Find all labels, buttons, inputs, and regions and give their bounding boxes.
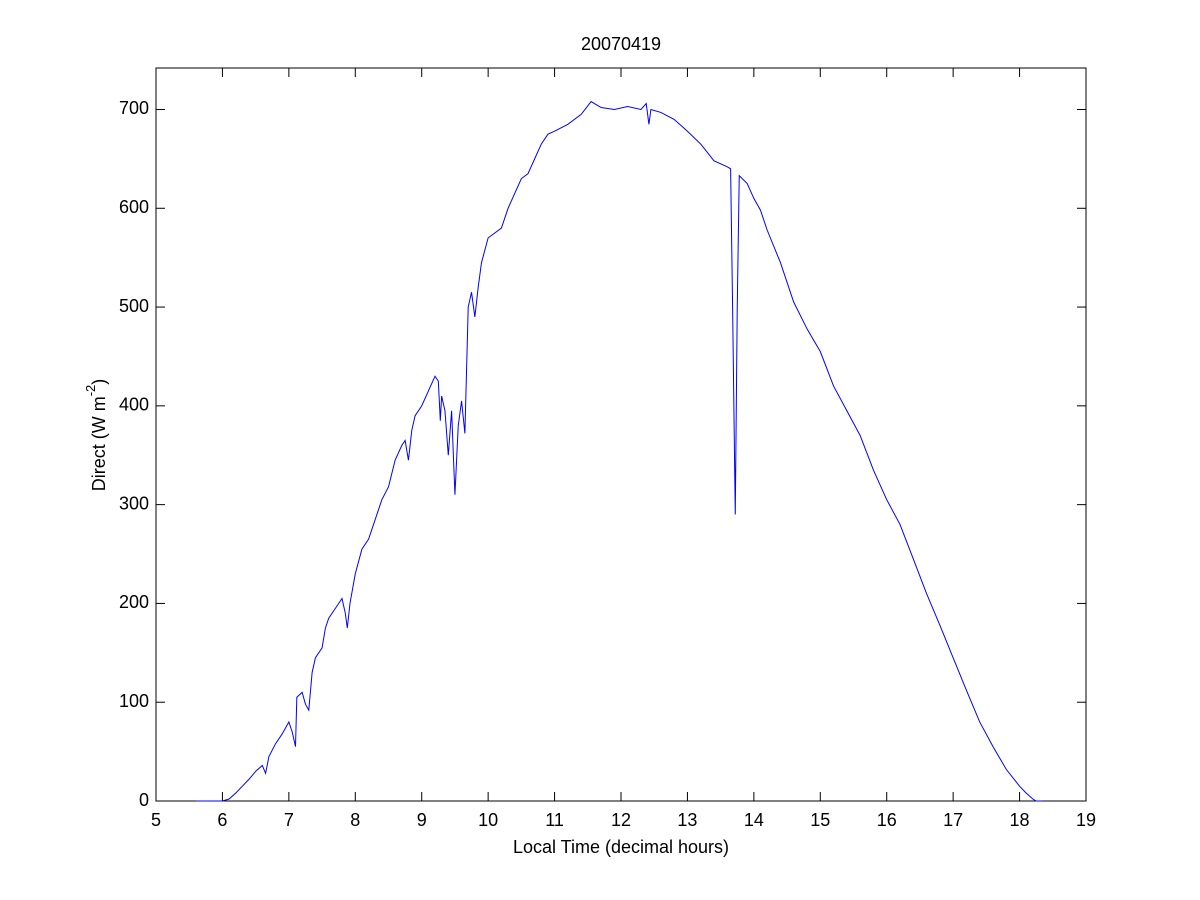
- x-tick-label: 15: [810, 810, 830, 830]
- y-axis-label: Direct (W m-2): [83, 379, 108, 492]
- x-tick-label: 10: [478, 810, 498, 830]
- x-tick-label: 19: [1076, 810, 1096, 830]
- x-tick-label: 7: [284, 810, 294, 830]
- x-tick-label: 5: [151, 810, 161, 830]
- y-tick-label: 0: [139, 790, 149, 810]
- x-axis-label: Local Time (decimal hours): [513, 837, 729, 857]
- y-tick-label: 300: [119, 493, 149, 513]
- y-tick-label: 200: [119, 592, 149, 612]
- y-tick-label: 600: [119, 197, 149, 217]
- x-tick-label: 14: [744, 810, 764, 830]
- y-tick-label: 100: [119, 691, 149, 711]
- x-tick-label: 18: [1010, 810, 1030, 830]
- x-tick-label: 16: [877, 810, 897, 830]
- x-tick-label: 13: [677, 810, 697, 830]
- data-line: [195, 100, 1043, 802]
- x-tick-label: 12: [611, 810, 631, 830]
- x-tick-label: 8: [350, 810, 360, 830]
- x-tick-label: 11: [545, 810, 564, 830]
- y-tick-label: 400: [119, 395, 149, 415]
- y-label-text: Direct (W m: [89, 396, 109, 491]
- y-label-suffix: ): [89, 379, 109, 385]
- plot-frame: [155, 67, 1087, 802]
- y-label-superscript: -2: [83, 385, 98, 397]
- x-tick-label: 6: [217, 810, 227, 830]
- x-tick-label: 9: [417, 810, 427, 830]
- y-tick-label: 700: [119, 98, 149, 118]
- chart-title: 20070419: [581, 34, 661, 54]
- y-tick-label: 500: [119, 296, 149, 316]
- x-tick-label: 17: [943, 810, 963, 830]
